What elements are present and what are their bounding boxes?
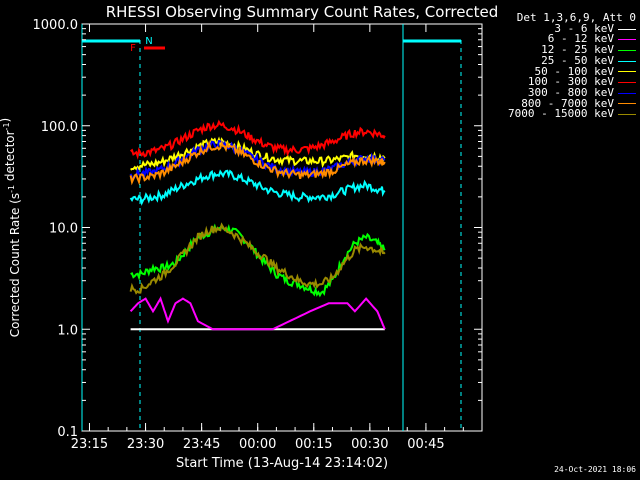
- x-tick-label: 23:30: [127, 437, 164, 452]
- legend-entry: 300 - 800 keV: [486, 85, 636, 99]
- x-tick-label: 23:45: [183, 437, 220, 452]
- plot-frame: [81, 23, 483, 432]
- x-tick-label: 00:45: [407, 437, 444, 452]
- flare-marker: F: [130, 43, 136, 54]
- legend-title: Det 1,3,6,9, Att 0: [516, 11, 636, 24]
- y-axis-label: Corrected Count Rate (s-1 detector-1): [0, 118, 22, 337]
- legend-swatch: [618, 28, 636, 30]
- legend-label: 800 - 7000 keV: [521, 96, 614, 110]
- series-line-7000-15000-kev: [129, 222, 386, 295]
- series-line-50-100-kev: [130, 136, 386, 171]
- legend-label: 100 - 300 keV: [527, 75, 614, 89]
- legend-label: 6 - 12 keV: [547, 32, 614, 46]
- legend-entry: 3 - 6 keV: [486, 21, 636, 35]
- series-line-6-12-kev: [129, 296, 386, 331]
- series-line-800-7000-kev: [129, 139, 386, 186]
- legend-swatch: [618, 39, 636, 41]
- series-line-25-50-kev: [129, 169, 386, 206]
- x-tick-label: 00:15: [295, 437, 332, 452]
- x-tick-label: 00:00: [239, 437, 276, 452]
- y-tick-label: 10.0: [49, 222, 78, 237]
- legend-entry: 100 - 300 keV: [486, 75, 636, 89]
- legend-entry: 50 - 100 keV: [486, 64, 636, 78]
- chart-title: RHESSI Observing Summary Count Rates, Co…: [106, 3, 499, 21]
- legend-swatch: [618, 49, 636, 51]
- legend-label: 25 - 50 keV: [541, 53, 614, 67]
- legend-swatch: [618, 60, 636, 62]
- legend-swatch: [618, 71, 636, 73]
- x-axis-label: Start Time (13-Aug-14 23:14:02): [176, 456, 388, 471]
- legend-swatch: [618, 82, 636, 84]
- night-marker: N: [145, 36, 152, 47]
- legend-label: 12 - 25 keV: [541, 43, 614, 57]
- legend-label: 7000 - 15000 keV: [508, 107, 614, 121]
- legend-swatch: [618, 103, 636, 105]
- legend-swatch: [618, 92, 636, 94]
- legend-entry: 7000 - 15000 keV: [486, 107, 636, 121]
- y-tick-label: 1.0: [57, 323, 78, 338]
- legend-label: 3 - 6 keV: [554, 21, 614, 35]
- y-tick-label: 100.0: [41, 120, 78, 135]
- legend-swatch: [618, 114, 636, 116]
- legend-entry: 800 - 7000 keV: [486, 96, 636, 110]
- legend-entry: 6 - 12 keV: [486, 34, 636, 45]
- y-tick-label: 1000.0: [33, 18, 79, 33]
- series-line-100-300-kev: [130, 119, 386, 160]
- x-tick-label: 00:30: [351, 437, 388, 452]
- legend-entry: 25 - 50 keV: [486, 53, 636, 67]
- x-tick-label: 23:15: [71, 437, 108, 452]
- legend-entry: 12 - 25 keV: [486, 43, 636, 57]
- y-tick-label: 0.1: [57, 425, 78, 440]
- legend-label: 300 - 800 keV: [527, 85, 614, 99]
- legend-label: 50 - 100 keV: [534, 64, 614, 78]
- legend: Det 1,3,6,9, Att 0 3 - 6 keV 6 - 12 keV 12…: [486, 11, 636, 121]
- timestamp: 24-Oct-2021 18:06: [554, 465, 636, 474]
